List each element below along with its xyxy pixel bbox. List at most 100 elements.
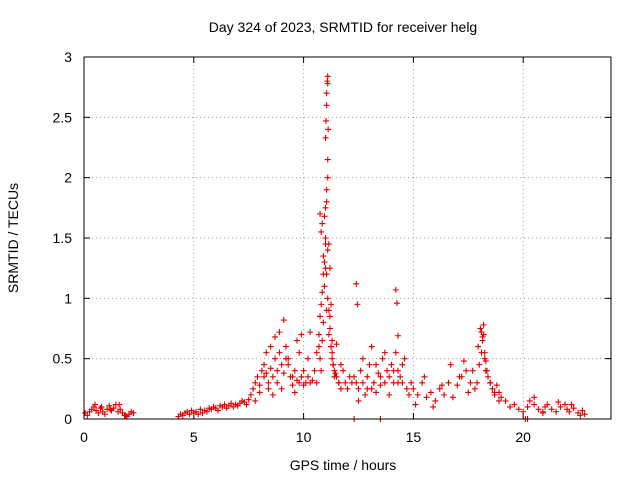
data-point [432, 397, 439, 404]
data-point [130, 409, 137, 416]
data-point [487, 379, 494, 386]
data-point [313, 349, 320, 356]
data-point [320, 319, 327, 326]
data-point [221, 401, 228, 408]
data-point [362, 391, 369, 398]
data-point [325, 241, 332, 248]
data-point [313, 379, 320, 386]
data-point [307, 329, 314, 336]
data-point [323, 102, 330, 109]
data-point [293, 337, 300, 344]
data-point [276, 329, 283, 336]
data-point [106, 402, 113, 409]
data-point [381, 349, 388, 356]
data-point [483, 367, 490, 374]
y-axis-label: SRMTID / TECUs [5, 183, 21, 293]
data-point [283, 343, 290, 350]
data-point [471, 385, 478, 392]
y-tick-label: 0.5 [53, 351, 73, 367]
data-point [395, 379, 402, 386]
data-point [364, 373, 371, 380]
y-tick-label: 2 [64, 170, 72, 186]
data-point [258, 367, 265, 374]
data-point [319, 289, 326, 296]
data-point [392, 349, 399, 356]
data-point [506, 403, 513, 410]
data-point [84, 412, 91, 419]
data-point [324, 295, 331, 302]
data-point [419, 379, 426, 386]
data-point [526, 397, 533, 404]
data-point [412, 401, 419, 408]
data-point [515, 406, 522, 413]
data-point [289, 373, 296, 380]
data-point [263, 349, 270, 356]
data-point [278, 385, 285, 392]
data-point [304, 373, 311, 380]
data-point [441, 391, 448, 398]
y-tick-label: 2.5 [53, 109, 73, 125]
data-point [548, 406, 555, 413]
data-point [323, 186, 330, 193]
data-point [317, 210, 324, 217]
x-tick-label: 10 [296, 429, 312, 445]
x-axis-label: GPS time / hours [290, 457, 397, 473]
data-point [323, 307, 330, 314]
data-point [561, 401, 568, 408]
data-point [511, 401, 518, 408]
data-point [447, 361, 454, 368]
data-point [296, 349, 303, 356]
data-point [321, 213, 328, 220]
data-point [366, 361, 373, 368]
data-point [579, 407, 586, 414]
data-point [325, 126, 332, 133]
data-point [325, 331, 332, 338]
data-point [272, 333, 279, 340]
data-point [285, 361, 292, 368]
data-point [377, 373, 384, 380]
data-point [261, 373, 268, 380]
data-point [321, 259, 328, 266]
data-point [351, 373, 358, 380]
data-point [354, 301, 361, 308]
data-point [502, 397, 509, 404]
data-point [485, 373, 492, 380]
data-point [414, 391, 421, 398]
data-point [247, 391, 254, 398]
data-point [256, 382, 263, 389]
tick-layer: 0 5 10 15 20 0 0.5 1 1.5 2 2.5 3 [53, 49, 611, 445]
data-point [478, 329, 485, 336]
data-point [438, 382, 445, 389]
data-point [319, 220, 326, 227]
data-point [245, 396, 252, 403]
data-point [323, 198, 330, 205]
data-point [214, 407, 221, 414]
data-point [116, 401, 123, 408]
data-point [469, 367, 476, 374]
data-point [195, 411, 202, 418]
data-point [95, 409, 102, 416]
plot-frame [83, 56, 612, 420]
data-point [296, 379, 303, 386]
data-point [386, 391, 393, 398]
data-point [531, 394, 538, 401]
data-point [566, 408, 573, 415]
data-point [460, 358, 467, 365]
data-point [252, 379, 259, 386]
data-point [280, 370, 287, 377]
data-point [427, 389, 434, 396]
data-point [493, 382, 500, 389]
data-point [581, 411, 588, 418]
data-point [107, 406, 114, 413]
data-point [359, 379, 366, 386]
data-point [386, 373, 393, 380]
data-point [276, 349, 283, 356]
data-point [476, 361, 483, 368]
data-point [322, 117, 329, 124]
x-tick-label: 20 [515, 429, 531, 445]
data-point [318, 367, 325, 374]
data-point [315, 331, 322, 338]
data-point [263, 370, 270, 377]
data-point [269, 391, 276, 398]
